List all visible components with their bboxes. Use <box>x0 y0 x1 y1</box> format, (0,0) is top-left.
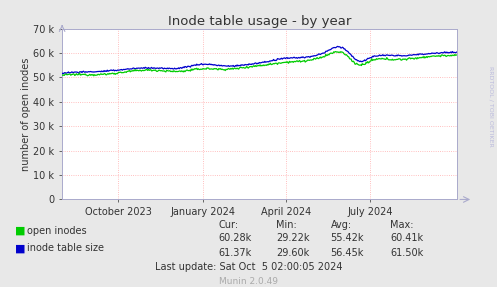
Text: Cur:: Cur: <box>219 220 239 230</box>
Text: 29.22k: 29.22k <box>276 233 309 243</box>
Y-axis label: number of open inodes: number of open inodes <box>20 57 31 171</box>
Text: 29.60k: 29.60k <box>276 248 309 257</box>
Text: Min:: Min: <box>276 220 297 230</box>
Text: 60.28k: 60.28k <box>219 233 252 243</box>
Text: Last update: Sat Oct  5 02:00:05 2024: Last update: Sat Oct 5 02:00:05 2024 <box>155 262 342 272</box>
Text: 55.42k: 55.42k <box>331 233 364 243</box>
Text: 61.50k: 61.50k <box>390 248 423 257</box>
Text: Max:: Max: <box>390 220 414 230</box>
Text: Avg:: Avg: <box>331 220 352 230</box>
Text: ■: ■ <box>15 243 25 253</box>
Text: 61.37k: 61.37k <box>219 248 252 257</box>
Text: open inodes: open inodes <box>27 226 87 236</box>
Title: Inode table usage - by year: Inode table usage - by year <box>168 15 351 28</box>
Text: RRDTOOL / TOBI OETIKER: RRDTOOL / TOBI OETIKER <box>489 66 494 147</box>
Text: inode table size: inode table size <box>27 243 104 253</box>
Text: 60.41k: 60.41k <box>390 233 423 243</box>
Text: Munin 2.0.49: Munin 2.0.49 <box>219 277 278 286</box>
Text: ■: ■ <box>15 226 25 236</box>
Text: 56.45k: 56.45k <box>331 248 364 257</box>
